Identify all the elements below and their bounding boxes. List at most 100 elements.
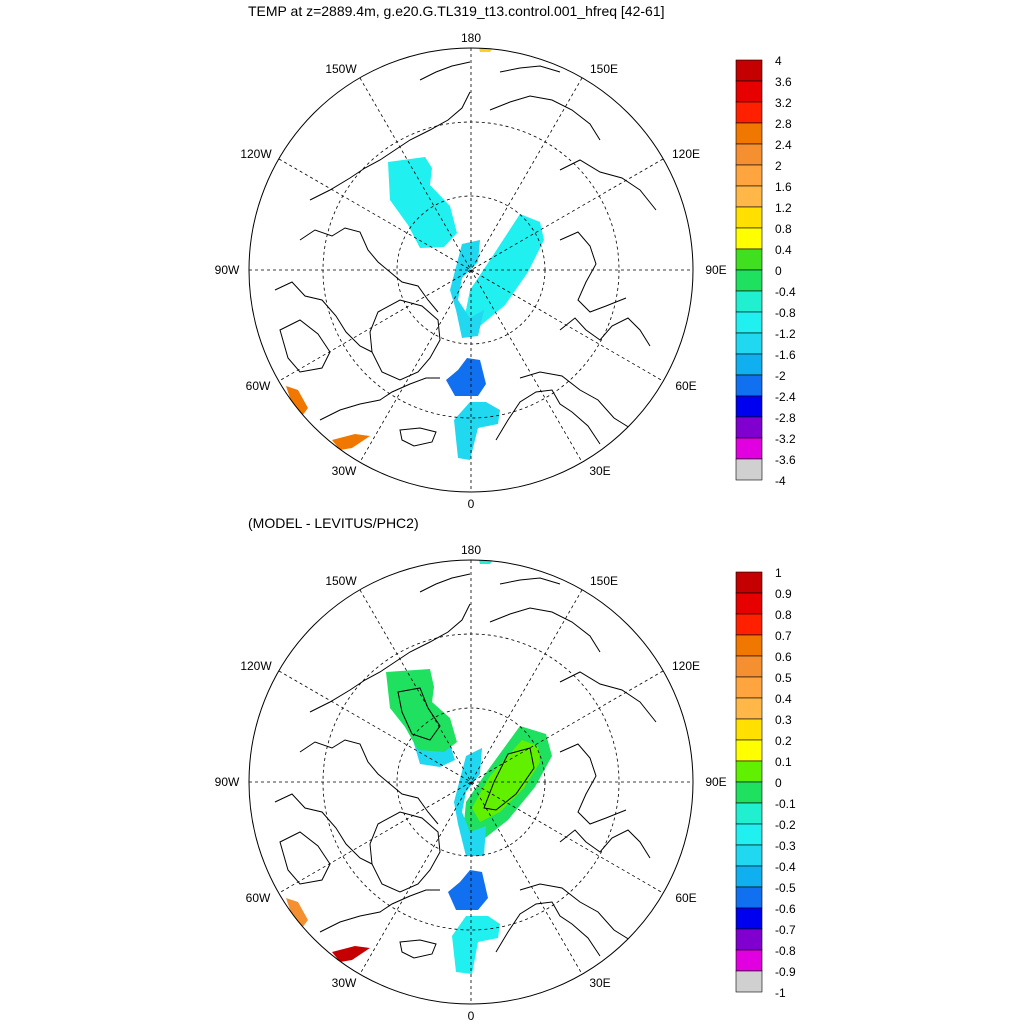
colorbar-swatch xyxy=(735,928,763,951)
colorbar-label: -1 xyxy=(775,986,786,1000)
colorbar-label: 0.5 xyxy=(775,671,792,685)
map-boundary xyxy=(248,47,694,493)
colorbar-swatch xyxy=(735,122,763,145)
map-boundary xyxy=(248,559,694,1005)
colorbar-label: 1 xyxy=(775,566,782,580)
field-lomonosov-ridge xyxy=(450,240,484,338)
colorbar-label: 0.4 xyxy=(775,692,792,706)
lon-label-150e: 150E xyxy=(590,574,618,588)
lon-label-180: 180 xyxy=(461,31,481,45)
colorbar-swatch xyxy=(735,206,763,229)
field-eurasian-basin xyxy=(465,214,544,326)
lon-label-180: 180 xyxy=(461,543,481,557)
colorbar-label: -3.6 xyxy=(775,453,796,467)
colorbar-swatch xyxy=(735,185,763,208)
colorbar-label: -2.8 xyxy=(775,411,796,425)
colorbar-label: -4 xyxy=(775,474,786,488)
colorbar-label: -0.4 xyxy=(775,860,796,874)
colorbar-label: 0.6 xyxy=(775,650,792,664)
bottom-polar-map: 180 150E 120E 90E 60E 30E 0 30W 60W 90W … xyxy=(215,543,796,1023)
colorbar-label: -1.6 xyxy=(775,348,796,362)
colorbar-swatch xyxy=(735,80,763,103)
colorbar-swatch xyxy=(735,571,763,594)
colorbar-swatch xyxy=(735,970,763,993)
field-bering-strait xyxy=(478,48,496,52)
colorbar-swatch xyxy=(735,59,763,82)
colorbar-label: 2.4 xyxy=(775,138,792,152)
colorbar-swatch xyxy=(735,655,763,678)
difference-subtitle: (MODEL - LEVITUS/PHC2) xyxy=(248,515,419,531)
colorbar-swatch xyxy=(735,739,763,762)
lon-label-60e: 60E xyxy=(675,891,696,905)
colorbar-label: -0.8 xyxy=(775,944,796,958)
top-polar-map: 180 150E 120E 90E 60E 30E 0 30W 60W 90W … xyxy=(215,31,796,511)
colorbar-label: 2 xyxy=(775,159,782,173)
colorbar-label: 0.4 xyxy=(775,243,792,257)
colorbar-label: 1.2 xyxy=(775,201,792,215)
graticule xyxy=(249,560,693,1004)
colorbar-label: 0.9 xyxy=(775,587,792,601)
lon-label-90e: 90E xyxy=(705,775,726,789)
colorbar-swatch xyxy=(735,458,763,481)
field-greenland-sea xyxy=(446,358,486,396)
colorbar-label: 0.8 xyxy=(775,608,792,622)
field-canada-basin xyxy=(386,669,457,752)
colorbar-swatch xyxy=(735,844,763,867)
colorbar-swatch xyxy=(735,781,763,804)
lon-label-150w: 150W xyxy=(325,574,357,588)
colorbar-swatch xyxy=(735,613,763,636)
colorbar-label: -0.8 xyxy=(775,306,796,320)
lon-label-0: 0 xyxy=(468,497,475,511)
colorbar-swatch xyxy=(735,592,763,615)
colorbar-label: 2.8 xyxy=(775,117,792,131)
colorbar-label: -0.1 xyxy=(775,797,796,811)
lon-label-90w: 90W xyxy=(215,775,240,789)
field-baffin-bay xyxy=(286,898,308,928)
colorbar-swatch xyxy=(735,416,763,439)
colorbar-swatch xyxy=(735,634,763,657)
colorbar-label: 0.1 xyxy=(775,755,792,769)
colorbar-label: 0 xyxy=(775,264,782,278)
field-norwegian-sea xyxy=(454,402,500,460)
colorbar-swatch xyxy=(735,697,763,720)
colorbar-swatch xyxy=(735,886,763,909)
lon-label-0: 0 xyxy=(468,1009,475,1023)
colorbar-swatch xyxy=(735,227,763,250)
lon-label-90e: 90E xyxy=(705,263,726,277)
lon-label-120e: 120E xyxy=(672,147,700,161)
colorbar-label: 4 xyxy=(775,54,782,68)
field-lomonosov-ridge xyxy=(454,748,486,856)
colorbar-swatch xyxy=(735,395,763,418)
colorbar-swatch xyxy=(735,332,763,355)
coastlines xyxy=(274,573,657,959)
colorbar-swatch xyxy=(735,101,763,124)
lon-label-120e: 120E xyxy=(672,659,700,673)
field-norwegian-sea xyxy=(452,916,500,974)
field-baffin-bay xyxy=(286,386,308,416)
colorbar-label: 0.2 xyxy=(775,734,792,748)
lon-label-30w: 30W xyxy=(332,464,357,478)
colorbar-swatch xyxy=(735,143,763,166)
colorbar-label: -0.7 xyxy=(775,923,796,937)
lon-label-60w: 60W xyxy=(246,379,271,393)
colorbar-swatch xyxy=(735,865,763,888)
field-labrador-sea xyxy=(332,946,370,962)
field-labrador-sea xyxy=(332,434,370,450)
colorbar-label: -0.6 xyxy=(775,902,796,916)
colorbar-swatch xyxy=(735,949,763,972)
colorbar-label: 3.2 xyxy=(775,96,792,110)
plot-title: TEMP at z=2889.4m, g.e20.G.TL319_t13.con… xyxy=(248,3,665,19)
coastlines xyxy=(274,61,657,447)
lon-label-120w: 120W xyxy=(240,147,272,161)
lon-label-30e: 30E xyxy=(589,976,610,990)
colorbar-label: -1.2 xyxy=(775,327,796,341)
colorbar-swatch xyxy=(735,760,763,783)
colorbar-swatch xyxy=(735,269,763,292)
colorbar-label: 3.6 xyxy=(775,75,792,89)
colorbar-label: -2 xyxy=(775,369,786,383)
colorbar-label: 0.7 xyxy=(775,629,792,643)
field-canada-basin xyxy=(388,157,457,248)
colorbar-swatch xyxy=(735,374,763,397)
colorbar-top: 4 3.6 3.2 2.8 2.4 2 1.6 1.2 0.8 0.4 0 -0… xyxy=(735,54,796,488)
field-greenland-sea xyxy=(448,870,488,910)
